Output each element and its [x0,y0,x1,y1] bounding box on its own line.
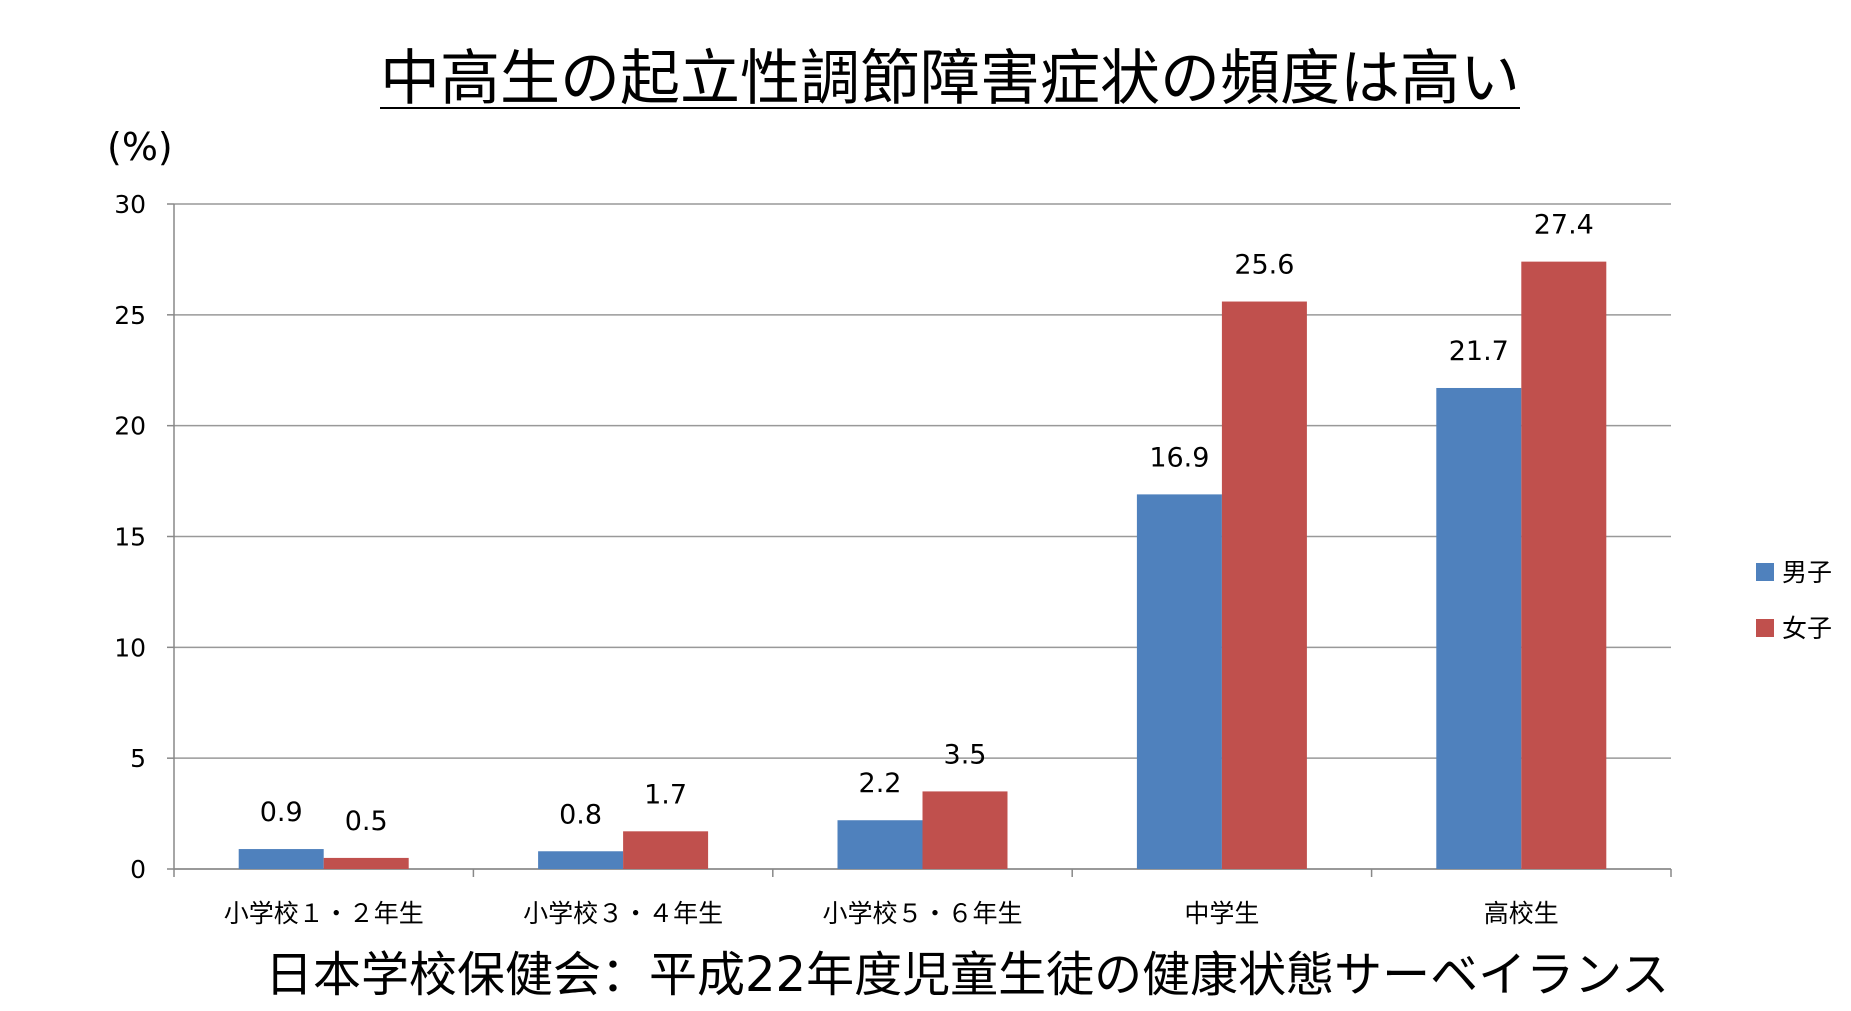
y-tick-label: 25 [114,301,146,330]
chart-title: 中高生の起立性調節障害症状の頻度は高い [380,44,1520,114]
x-tick-label: 小学校５・６年生 [822,899,1022,928]
bar-male [837,820,923,869]
y-tick-label: 0 [130,855,146,884]
data-label: 2.2 [859,768,902,799]
data-label: 1.7 [644,779,687,810]
bar-female [922,791,1008,869]
bar-female [1521,261,1607,870]
legend-label: 女子 [1782,614,1832,643]
legend-swatch [1756,563,1774,581]
data-label: 16.9 [1149,442,1209,473]
y-tick-label: 15 [114,523,146,552]
x-tick-label: 小学校１・２年生 [224,899,424,928]
data-label: 0.5 [345,806,388,837]
bar-male [1136,494,1222,869]
data-label: 25.6 [1234,250,1294,281]
data-label: 0.8 [559,799,602,830]
x-tick-label: 中学生 [1184,899,1259,928]
source-caption: 日本学校保健会：平成22年度児童生徒の健康状態サーベイランス [265,947,1670,1003]
legend-label: 男子 [1782,558,1832,587]
bar-female [1221,301,1307,869]
data-label: 21.7 [1449,336,1509,367]
data-label: 27.4 [1534,210,1594,241]
y-tick-label: 30 [114,190,146,219]
x-tick-label: 高校生 [1484,899,1559,928]
data-label: 0.9 [260,797,303,828]
legend-swatch [1756,619,1774,637]
bar-female [323,857,409,869]
bar-male [238,849,324,869]
x-tick-label: 小学校３・４年生 [523,899,723,928]
y-tick-label: 5 [130,744,146,773]
y-tick-label: 10 [114,633,146,662]
y-axis-unit: (%) [107,125,173,169]
data-label: 3.5 [944,739,987,770]
bar-male [1436,387,1522,869]
bar-female [623,831,709,869]
bar-male [538,851,624,869]
y-tick-label: 20 [114,412,146,441]
